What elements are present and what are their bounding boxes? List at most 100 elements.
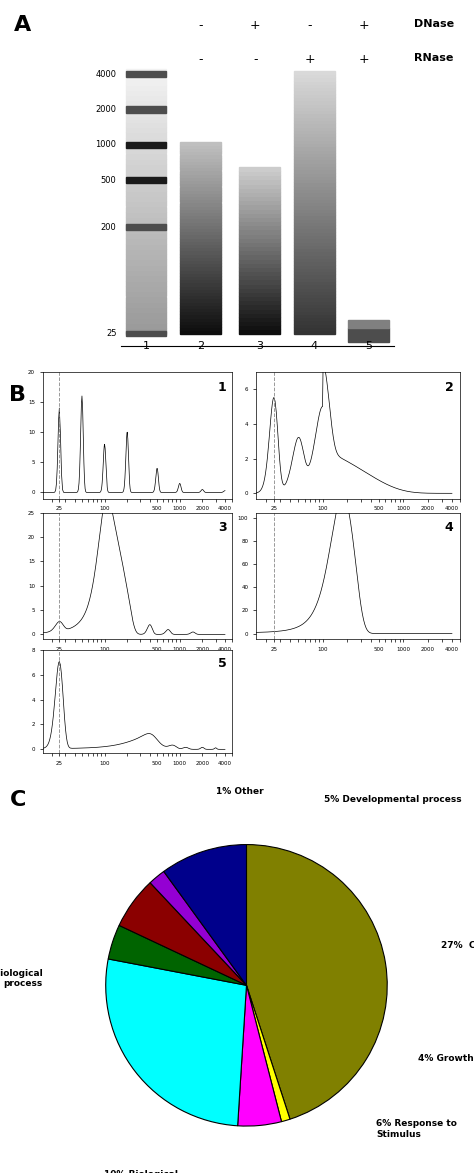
Bar [126, 217, 166, 223]
Bar [294, 311, 335, 314]
Bar [180, 196, 221, 199]
Text: B: B [9, 385, 27, 405]
Bar [180, 286, 221, 289]
Wedge shape [106, 960, 246, 1126]
Bar [294, 291, 335, 294]
Bar [239, 279, 280, 284]
Bar [239, 305, 280, 308]
Bar [348, 320, 390, 328]
Bar [180, 263, 221, 266]
Bar [180, 164, 221, 168]
Bar [294, 127, 335, 130]
Bar [294, 167, 335, 169]
Bar [180, 331, 221, 333]
Bar [239, 233, 280, 238]
Bar [180, 168, 221, 170]
Bar [294, 156, 335, 160]
Bar [239, 192, 280, 196]
Bar [239, 325, 280, 330]
Bar [126, 101, 166, 106]
Bar [180, 235, 221, 238]
Bar [126, 107, 166, 113]
Bar [294, 262, 335, 265]
Bar [294, 101, 335, 103]
Bar [294, 97, 335, 101]
Bar [180, 311, 221, 314]
Text: 25: 25 [106, 330, 117, 338]
Bar [239, 271, 280, 276]
Bar [294, 199, 335, 202]
Bar [294, 150, 335, 152]
Bar [294, 94, 335, 97]
Bar [294, 229, 335, 232]
Bar [180, 151, 221, 155]
Bar [180, 181, 221, 183]
Text: +: + [359, 19, 370, 32]
Bar [126, 137, 166, 143]
Bar [294, 136, 335, 140]
Text: +: + [304, 53, 315, 66]
Bar [180, 283, 221, 285]
Text: DNase: DNase [414, 19, 455, 28]
Bar [294, 238, 335, 242]
Wedge shape [119, 883, 246, 985]
Bar [239, 258, 280, 263]
Text: 4% Growth: 4% Growth [418, 1055, 474, 1063]
Bar [294, 123, 335, 127]
Bar [180, 231, 221, 235]
Bar [239, 287, 280, 292]
Bar [180, 145, 221, 148]
Bar [294, 212, 335, 216]
Bar [294, 249, 335, 251]
Bar [180, 218, 221, 222]
Bar [294, 120, 335, 123]
Bar [294, 209, 335, 212]
Wedge shape [246, 845, 387, 1119]
Bar [239, 212, 280, 217]
Bar [126, 212, 166, 217]
Bar [180, 155, 221, 157]
Bar [126, 116, 166, 122]
Bar [126, 70, 166, 77]
Bar [294, 87, 335, 90]
Bar [126, 158, 166, 164]
Bar [239, 292, 280, 296]
Bar [239, 196, 280, 201]
Bar [294, 255, 335, 258]
Bar [126, 318, 166, 323]
Bar [126, 164, 166, 169]
Text: 5: 5 [218, 657, 227, 670]
Bar [180, 270, 221, 273]
Text: 1000: 1000 [95, 141, 117, 149]
Bar [126, 196, 166, 201]
Bar [294, 169, 335, 172]
Bar [180, 273, 221, 276]
Bar [294, 172, 335, 176]
Bar [294, 196, 335, 199]
Bar [294, 317, 335, 320]
Text: 2000: 2000 [95, 104, 117, 114]
Text: 2: 2 [197, 341, 204, 351]
Bar [180, 228, 221, 231]
Bar [126, 307, 166, 312]
Bar [180, 305, 221, 308]
Bar [126, 122, 166, 127]
Bar [126, 74, 166, 80]
Bar [126, 80, 166, 84]
Bar [180, 301, 221, 305]
Bar [239, 171, 280, 175]
Bar [126, 265, 166, 270]
Bar [180, 192, 221, 196]
Bar [180, 248, 221, 250]
Bar [294, 282, 335, 284]
Bar [294, 179, 335, 183]
Text: 2: 2 [445, 381, 454, 394]
Bar [294, 70, 335, 74]
Bar [180, 253, 221, 257]
Bar [239, 276, 280, 279]
Bar [239, 167, 280, 171]
Bar [239, 204, 280, 209]
Text: C: C [9, 789, 26, 809]
Bar [294, 81, 335, 84]
Text: 5: 5 [365, 341, 373, 351]
